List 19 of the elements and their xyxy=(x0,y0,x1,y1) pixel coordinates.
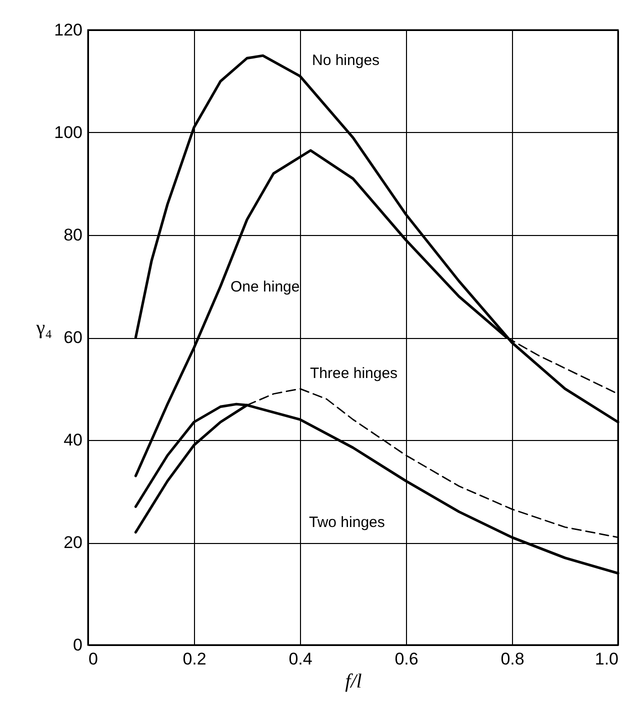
y-tick-label: 120 xyxy=(54,20,82,40)
y-tick-label: 0 xyxy=(73,636,82,654)
series-label: No hinges xyxy=(312,52,380,70)
x-tick-label: 0.4 xyxy=(288,650,312,668)
y-tick-label: 100 xyxy=(54,123,82,142)
y-tick-label: 80 xyxy=(64,226,82,244)
series-label: One hinge xyxy=(230,278,300,296)
y-tick-label: 20 xyxy=(64,533,82,552)
y-axis-title: γ₄ xyxy=(35,317,52,339)
x-tick-label: 0.6 xyxy=(394,650,418,668)
y-tick-label: 60 xyxy=(64,328,82,347)
y-tick-label: 40 xyxy=(64,430,82,450)
text: Two hinges xyxy=(309,514,385,531)
x-tick-label: 1.0 xyxy=(594,650,618,668)
x-tick-label: 0.8 xyxy=(500,650,524,668)
x-tick-label: 0 xyxy=(88,650,98,668)
x-axis-title: f/l xyxy=(345,670,362,692)
x-tick-label: 0.2 xyxy=(182,650,206,668)
series-label: Three hinges xyxy=(310,364,398,382)
